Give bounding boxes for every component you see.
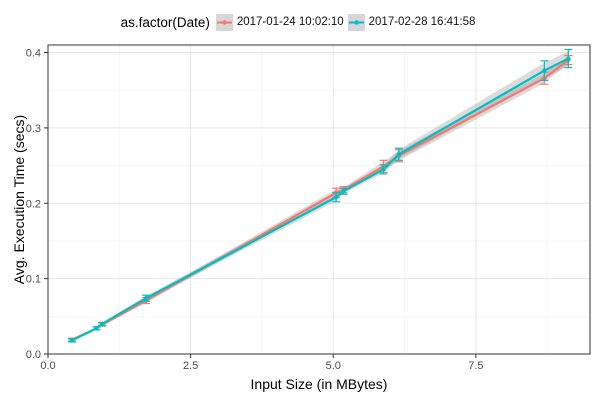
legend-key-series-1 xyxy=(215,13,233,31)
grid xyxy=(47,45,590,355)
x-axis-title: Input Size (in MBytes) xyxy=(251,376,388,392)
series-2 xyxy=(67,48,573,343)
data-point xyxy=(100,321,105,327)
confidence-band-series-2 xyxy=(71,51,569,342)
x-tick-label: 7.5 xyxy=(468,360,483,372)
series-layer xyxy=(67,48,573,343)
legend-item-series-1: 2017-01-24 10:02:10 xyxy=(215,13,344,31)
data-point xyxy=(69,338,75,343)
y-axis-title: Avg. Execution Time (secs) xyxy=(11,115,27,284)
data-point xyxy=(341,189,346,194)
legend-item-series-2: 2017-02-28 16:41:58 xyxy=(347,13,476,31)
legend-key-series-2 xyxy=(347,13,365,31)
x-tick-label: 0.0 xyxy=(40,360,55,372)
y-tick-label: 0.2 xyxy=(26,198,41,210)
y-tick-label: 0.4 xyxy=(26,48,41,60)
legend-label-series-2: 2017-02-28 16:41:58 xyxy=(368,16,476,28)
legend-title: as.factor(Date) xyxy=(120,14,210,30)
panel-border xyxy=(47,44,591,355)
data-point xyxy=(94,326,99,331)
data-point xyxy=(381,167,386,172)
x-tick-label: 2.5 xyxy=(183,360,198,372)
data-point xyxy=(143,296,149,301)
y-tick-label: 0.0 xyxy=(26,349,41,361)
data-point xyxy=(566,56,571,61)
y-tick-label: 0.1 xyxy=(26,274,41,286)
legend-label-series-1: 2017-01-24 10:02:10 xyxy=(236,16,344,28)
y-tick-label: 0.3 xyxy=(26,123,41,135)
series-line xyxy=(71,57,569,342)
data-point xyxy=(333,195,339,200)
data-point xyxy=(396,152,402,157)
x-tick-label: 5.0 xyxy=(326,360,341,372)
legend: as.factor(Date) 2017-01-24 10:02:10 2017… xyxy=(0,12,600,32)
data-point xyxy=(542,68,547,73)
ticks: 0.0 2.5 5.0 7.5 0.0 0.1 0.2 0.3 0.4 xyxy=(26,48,484,372)
